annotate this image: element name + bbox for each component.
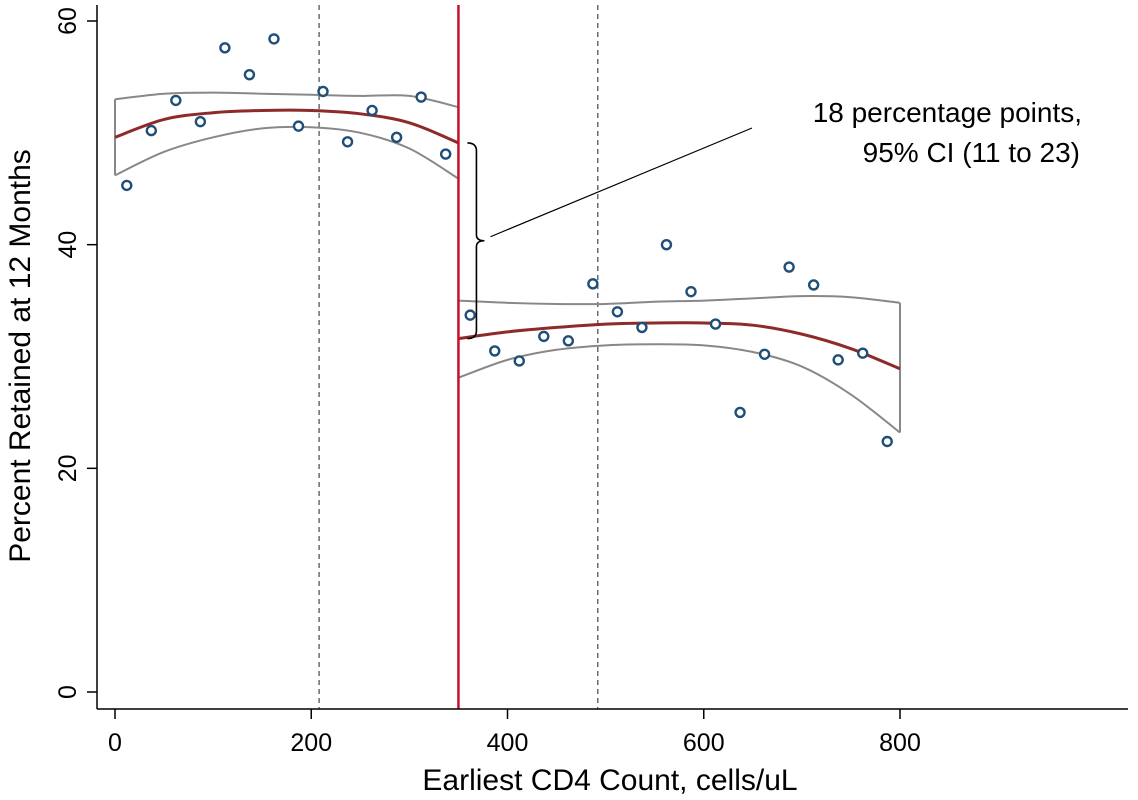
right-ci-upper (458, 295, 901, 306)
data-point-28 (783, 261, 795, 273)
data-points (121, 33, 893, 448)
data-point-19 (562, 335, 575, 347)
annotation: 18 percentage points, 95% CI (11 to 23) (467, 97, 1082, 340)
right-fit-line (458, 321, 901, 371)
data-point-27 (758, 348, 771, 360)
left-ci-upper (114, 91, 459, 109)
confidence-bands (114, 91, 901, 434)
y-tick-label-20: 20 (54, 454, 82, 482)
data-point-14 (439, 148, 452, 160)
annotation-leader-line (490, 127, 753, 238)
data-point-13 (415, 91, 427, 103)
data-point-9 (317, 85, 329, 98)
data-point-4 (194, 115, 207, 128)
y-tick-label-40: 40 (54, 231, 82, 259)
data-point-5 (219, 42, 231, 54)
axes: 0 200 400 600 800 0 20 40 60 (54, 5, 1128, 757)
data-point-30 (832, 354, 844, 366)
x-tick-label-600: 600 (683, 729, 725, 757)
data-point-21 (611, 306, 624, 318)
data-point-17 (513, 355, 525, 367)
data-point-22 (636, 321, 648, 334)
data-point-1 (121, 179, 133, 192)
data-point-16 (489, 345, 501, 357)
data-point-10 (341, 136, 354, 148)
data-point-29 (807, 279, 820, 291)
data-point-6 (243, 68, 256, 81)
x-tick-label-400: 400 (487, 729, 529, 757)
plot-area (114, 5, 901, 709)
data-point-18 (538, 330, 550, 343)
x-tick-label-0: 0 (108, 729, 122, 757)
y-tick-label-60: 60 (54, 7, 82, 35)
x-tick-label-200: 200 (290, 729, 332, 757)
annotation-line-2: 95% CI (11 to 23) (863, 137, 1080, 168)
fit-lines (114, 108, 901, 371)
right-ci-lower (458, 343, 901, 434)
data-point-3 (170, 94, 182, 107)
data-point-24 (685, 285, 697, 298)
y-tick-label-0: 0 (54, 685, 82, 699)
data-point-20 (587, 278, 599, 290)
data-point-7 (268, 33, 280, 45)
data-point-2 (145, 124, 158, 137)
x-axis-title: Earliest CD4 Count, cells/uL (422, 764, 797, 797)
data-point-23 (660, 238, 673, 251)
data-point-32 (881, 435, 893, 448)
data-point-26 (734, 406, 746, 419)
data-point-31 (857, 347, 869, 359)
data-point-11 (366, 104, 378, 117)
data-point-8 (292, 120, 305, 132)
left-fit-line (114, 108, 460, 145)
data-point-12 (390, 131, 403, 144)
reference-lines (318, 5, 599, 709)
left-ci-lower (114, 125, 459, 180)
annotation-line-1: 18 percentage points, (813, 97, 1082, 128)
y-axis-title: Percent Retained at 12 Months (4, 149, 37, 563)
difference-brace (467, 142, 485, 340)
x-tick-label-800: 800 (879, 729, 921, 757)
data-point-25 (709, 318, 722, 330)
data-point-15 (464, 309, 476, 321)
